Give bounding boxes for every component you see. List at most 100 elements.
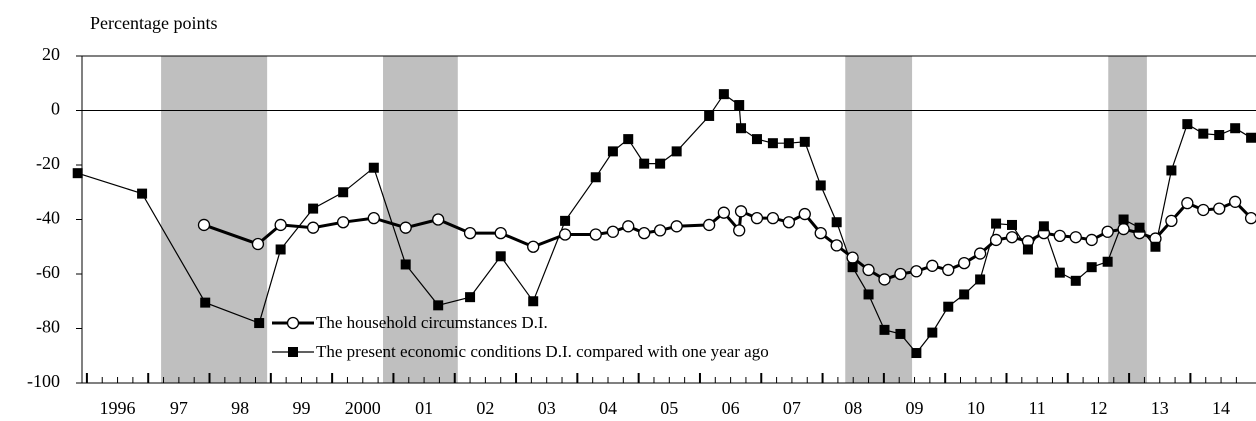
point xyxy=(275,244,286,255)
point xyxy=(589,228,602,241)
point xyxy=(1005,231,1019,244)
point xyxy=(607,146,618,157)
point xyxy=(1229,195,1242,208)
point xyxy=(639,158,650,169)
point xyxy=(1053,229,1066,243)
point xyxy=(847,262,858,273)
point xyxy=(1038,221,1049,232)
x-tick-label: 01 xyxy=(415,398,433,418)
point xyxy=(991,218,1002,229)
point xyxy=(338,187,349,198)
point xyxy=(989,233,1003,247)
x-tick-label: 05 xyxy=(660,398,678,418)
point xyxy=(895,328,906,339)
point xyxy=(1070,275,1081,286)
point xyxy=(72,168,83,179)
x-tick-label: 08 xyxy=(844,398,862,418)
point xyxy=(1246,132,1256,143)
x-tick-label: 11 xyxy=(1028,398,1045,418)
point xyxy=(337,216,350,229)
x-tick-label: 1996 xyxy=(100,398,136,418)
point xyxy=(927,327,938,338)
point xyxy=(736,123,747,134)
point xyxy=(766,211,780,225)
point xyxy=(1197,203,1210,217)
point xyxy=(527,240,540,253)
point xyxy=(1150,241,1161,252)
y-tick-label: -100 xyxy=(27,371,60,391)
point xyxy=(606,225,620,238)
point xyxy=(1086,262,1097,273)
point xyxy=(704,110,715,121)
point xyxy=(465,292,476,303)
point xyxy=(495,251,506,262)
legend-label: The household circumstances D.I. xyxy=(316,313,548,332)
point xyxy=(1134,222,1145,233)
x-tick-label: 14 xyxy=(1212,398,1230,418)
point xyxy=(734,100,745,111)
point xyxy=(560,215,571,226)
x-tick-label: 98 xyxy=(231,398,249,418)
x-tick-label: 10 xyxy=(967,398,985,418)
point xyxy=(433,300,444,311)
x-tick-label: 13 xyxy=(1151,398,1169,418)
y-tick-label: -60 xyxy=(36,262,60,282)
point xyxy=(782,216,796,229)
point xyxy=(1069,231,1082,244)
point xyxy=(734,205,748,218)
point xyxy=(942,263,955,277)
point xyxy=(846,251,859,264)
point xyxy=(799,136,810,147)
point xyxy=(137,188,148,199)
point xyxy=(1214,130,1225,141)
point xyxy=(558,228,572,241)
point xyxy=(653,224,667,237)
point xyxy=(959,289,970,300)
legend-label: The present economic conditions D.I. com… xyxy=(316,342,769,361)
point xyxy=(251,237,265,251)
point xyxy=(815,180,826,191)
point xyxy=(254,318,265,329)
point xyxy=(638,226,651,240)
point xyxy=(274,218,287,232)
legend-marker xyxy=(286,316,300,330)
point xyxy=(814,226,827,240)
point xyxy=(1230,123,1241,134)
point xyxy=(1022,244,1033,255)
point xyxy=(590,172,601,183)
point xyxy=(717,206,731,219)
shaded-period xyxy=(161,56,268,383)
point xyxy=(878,273,891,286)
y-tick-label: -20 xyxy=(36,153,60,173)
x-tick-label: 09 xyxy=(906,398,924,418)
point xyxy=(655,158,666,169)
x-tick-label: 12 xyxy=(1089,398,1107,418)
point xyxy=(1085,233,1098,247)
y-tick-label: -40 xyxy=(36,208,60,228)
point xyxy=(894,267,907,281)
point xyxy=(399,221,412,234)
point xyxy=(910,265,923,278)
point xyxy=(1101,225,1114,238)
x-tick-label: 07 xyxy=(783,398,801,418)
point xyxy=(733,224,746,237)
point xyxy=(306,221,320,234)
point xyxy=(911,348,922,359)
x-tick-label: 06 xyxy=(722,398,740,418)
point xyxy=(670,220,683,233)
point xyxy=(1213,202,1226,215)
point xyxy=(623,134,634,145)
point xyxy=(197,218,211,232)
point xyxy=(830,239,843,252)
point xyxy=(1166,165,1177,176)
point xyxy=(368,162,379,173)
legend-marker xyxy=(288,347,298,357)
point xyxy=(783,138,794,149)
point xyxy=(1182,119,1193,130)
x-tick-label: 97 xyxy=(170,398,188,418)
point xyxy=(494,226,507,240)
x-tick-label: 99 xyxy=(292,398,310,418)
point xyxy=(767,138,778,149)
x-tick-label: 2000 xyxy=(345,398,381,418)
